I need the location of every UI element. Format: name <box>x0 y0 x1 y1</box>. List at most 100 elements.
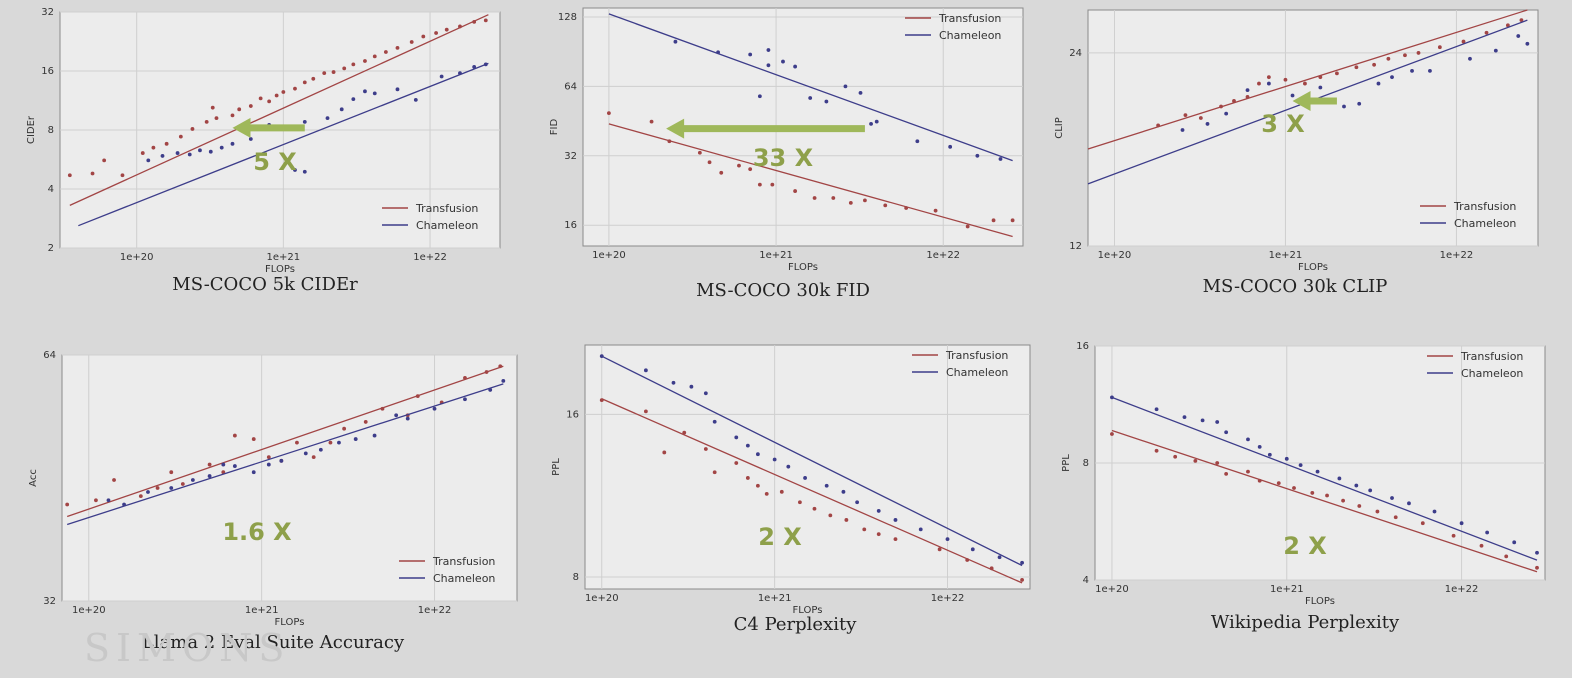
chameleon-point <box>1512 540 1517 545</box>
transfusion-point <box>1386 56 1391 61</box>
transfusion-point <box>1283 77 1288 82</box>
chameleon-point <box>325 116 330 121</box>
transfusion-point <box>164 141 169 146</box>
transfusion-point <box>1156 123 1161 128</box>
chameleon-point <box>876 509 881 513</box>
legend-label-chameleon: Chameleon <box>433 572 495 585</box>
transfusion-point <box>266 455 271 459</box>
transfusion-point <box>863 198 867 203</box>
transfusion-point <box>828 513 833 518</box>
x-tick-label: 1e+20 <box>120 252 154 263</box>
transfusion-point <box>1154 448 1159 453</box>
transfusion-point <box>734 461 739 465</box>
chart-caption: MS-COCO 5k CIDEr <box>172 274 358 295</box>
chameleon-point <box>169 486 174 490</box>
chameleon-point <box>1357 101 1362 106</box>
legend-label-transfusion: Transfusion <box>1453 200 1516 213</box>
chameleon-point <box>1390 75 1394 80</box>
chameleon-point <box>1257 445 1262 449</box>
transfusion-point <box>102 158 107 163</box>
transfusion-fit-line <box>69 14 489 206</box>
transfusion-point <box>1246 469 1250 474</box>
chameleon-point <box>1535 550 1539 555</box>
chameleon-point <box>945 537 950 542</box>
y-tick-label: 2 <box>48 243 54 254</box>
transfusion-point <box>1335 71 1339 76</box>
transfusion-point <box>764 491 769 496</box>
chameleon-point <box>1224 111 1229 116</box>
transfusion-point <box>178 134 183 139</box>
transfusion-point <box>712 470 717 475</box>
transfusion-point <box>937 547 942 552</box>
annotation-arrow-head <box>666 118 685 139</box>
chameleon-point <box>372 433 377 438</box>
transfusion-point <box>383 50 388 54</box>
transfusion-point <box>682 430 687 435</box>
chart-panel-2: 1e+20 1e+21 1e+22 16 32 64 128 FLOPs FID Transfus… <box>549 7 1024 301</box>
chameleon-point <box>248 137 253 141</box>
chameleon-point <box>808 96 813 100</box>
speedup-annotation: 5 X <box>253 148 297 176</box>
transfusion-point <box>831 196 836 200</box>
transfusion-point <box>989 566 994 571</box>
chameleon-point <box>302 119 307 124</box>
transfusion-point <box>991 218 996 223</box>
legend-label-transfusion: Transfusion <box>945 349 1008 362</box>
chameleon-point <box>1407 501 1411 506</box>
chameleon-point <box>122 502 126 507</box>
chameleon-point <box>1246 437 1250 442</box>
y-tick-label: 16 <box>1076 341 1089 352</box>
transfusion-point <box>230 113 235 118</box>
chameleon-point <box>1516 34 1521 38</box>
transfusion-point <box>1535 565 1539 570</box>
transfusion-point <box>1266 75 1271 80</box>
transfusion-point <box>812 196 817 200</box>
transfusion-point <box>155 486 160 490</box>
transfusion-point <box>351 62 356 67</box>
speedup-annotation: 2 X <box>758 523 802 551</box>
chameleon-point <box>160 154 165 158</box>
x-axis-label: FLOPs <box>265 264 295 275</box>
transfusion-fit-line <box>1087 9 1528 150</box>
transfusion-point <box>484 370 489 374</box>
transfusion-point <box>883 203 888 208</box>
transfusion-point <box>395 45 400 50</box>
chart-panel-3: 1e+20 1e+21 1e+22 12 24 FLOPs CLIP Transfusion C… <box>1054 9 1539 297</box>
chameleon-point <box>766 48 771 52</box>
chameleon-point <box>1224 430 1229 435</box>
chameleon-point <box>1342 104 1346 109</box>
transfusion-point <box>1325 493 1329 498</box>
transfusion-point <box>1416 51 1421 55</box>
chameleon-point <box>948 144 953 149</box>
transfusion-point <box>1357 504 1362 508</box>
y-tick-label: 16 <box>566 409 579 420</box>
chameleon-point <box>1354 483 1359 488</box>
transfusion-point <box>214 116 219 121</box>
transfusion-point <box>169 470 174 475</box>
plot-area <box>584 344 1031 590</box>
transfusion-point <box>933 208 938 213</box>
x-tick-label: 1e+22 <box>931 593 965 604</box>
chameleon-point <box>230 141 235 146</box>
transfusion-point <box>965 558 970 562</box>
chameleon-point <box>1020 560 1024 565</box>
transfusion-point <box>1183 113 1188 117</box>
chart-panel-1: 1e+20 1e+21 1e+22 2 4 8 16 32 FLOPs CIDEr Transfus… <box>26 7 501 295</box>
x-tick-label: 1e+22 <box>926 250 960 261</box>
chameleon-point <box>970 547 975 552</box>
transfusion-point <box>770 182 775 187</box>
chameleon-point <box>766 63 771 68</box>
transfusion-point <box>1219 104 1223 109</box>
chameleon-point <box>745 443 750 448</box>
legend-label-transfusion: Transfusion <box>432 555 495 568</box>
chameleon-point <box>757 94 762 99</box>
transfusion-point <box>1403 53 1407 58</box>
y-axis-label: FID <box>549 119 560 136</box>
transfusion-point <box>719 170 724 175</box>
plot-area <box>1087 9 1539 247</box>
transfusion-point <box>862 527 867 532</box>
chameleon-point <box>915 139 920 144</box>
chameleon-point <box>413 97 418 102</box>
x-tick-label: 1e+21 <box>1270 584 1304 595</box>
